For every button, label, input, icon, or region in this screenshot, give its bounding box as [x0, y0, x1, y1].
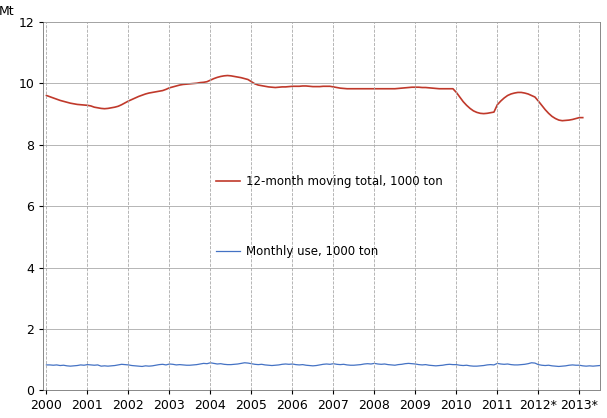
Legend: Monthly use, 1000 ton: Monthly use, 1000 ton [216, 245, 378, 258]
Text: Mt: Mt [0, 5, 15, 18]
